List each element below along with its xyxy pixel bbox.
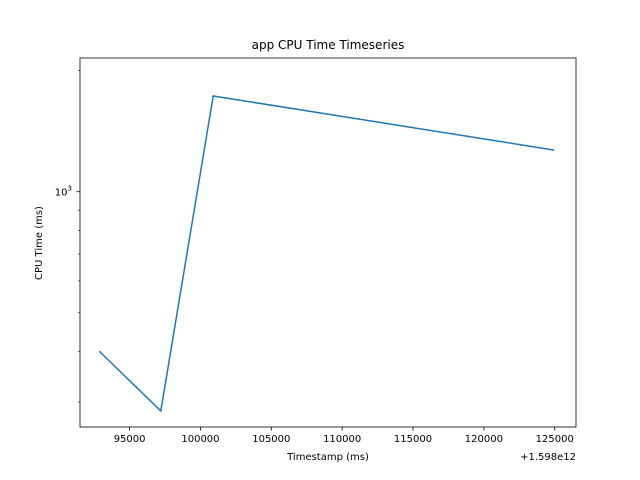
- x-tick-label: 110000: [323, 434, 361, 445]
- series-layer: [98, 95, 555, 412]
- chart-title: app CPU Time Timeseries: [252, 38, 405, 52]
- data-point: [552, 149, 555, 151]
- plot-area-frame: [79, 57, 577, 428]
- data-point: [159, 410, 162, 412]
- x-axis-label: Timestamp (ms): [286, 452, 369, 463]
- data-point: [98, 350, 101, 353]
- series-line-0: [99, 95, 554, 412]
- x-axis-offset-label: +1.598e12: [520, 452, 576, 463]
- x-axis-ticks: 95000 100000 105000 110000 115000 120000 12500…: [114, 427, 574, 445]
- x-tick-label: 95000: [114, 434, 146, 445]
- x-tick-label: 100000: [181, 434, 219, 445]
- x-tick-label: 115000: [394, 434, 432, 445]
- x-tick-label: 125000: [536, 434, 574, 445]
- x-tick-label: 120000: [465, 434, 503, 445]
- y-axis-ticks: 103: [55, 70, 80, 403]
- data-point: [212, 95, 215, 97]
- y-axis-label: CPU Time (ms): [34, 206, 45, 280]
- y-tick-label: 103: [55, 185, 72, 199]
- x-tick-label: 105000: [252, 434, 290, 445]
